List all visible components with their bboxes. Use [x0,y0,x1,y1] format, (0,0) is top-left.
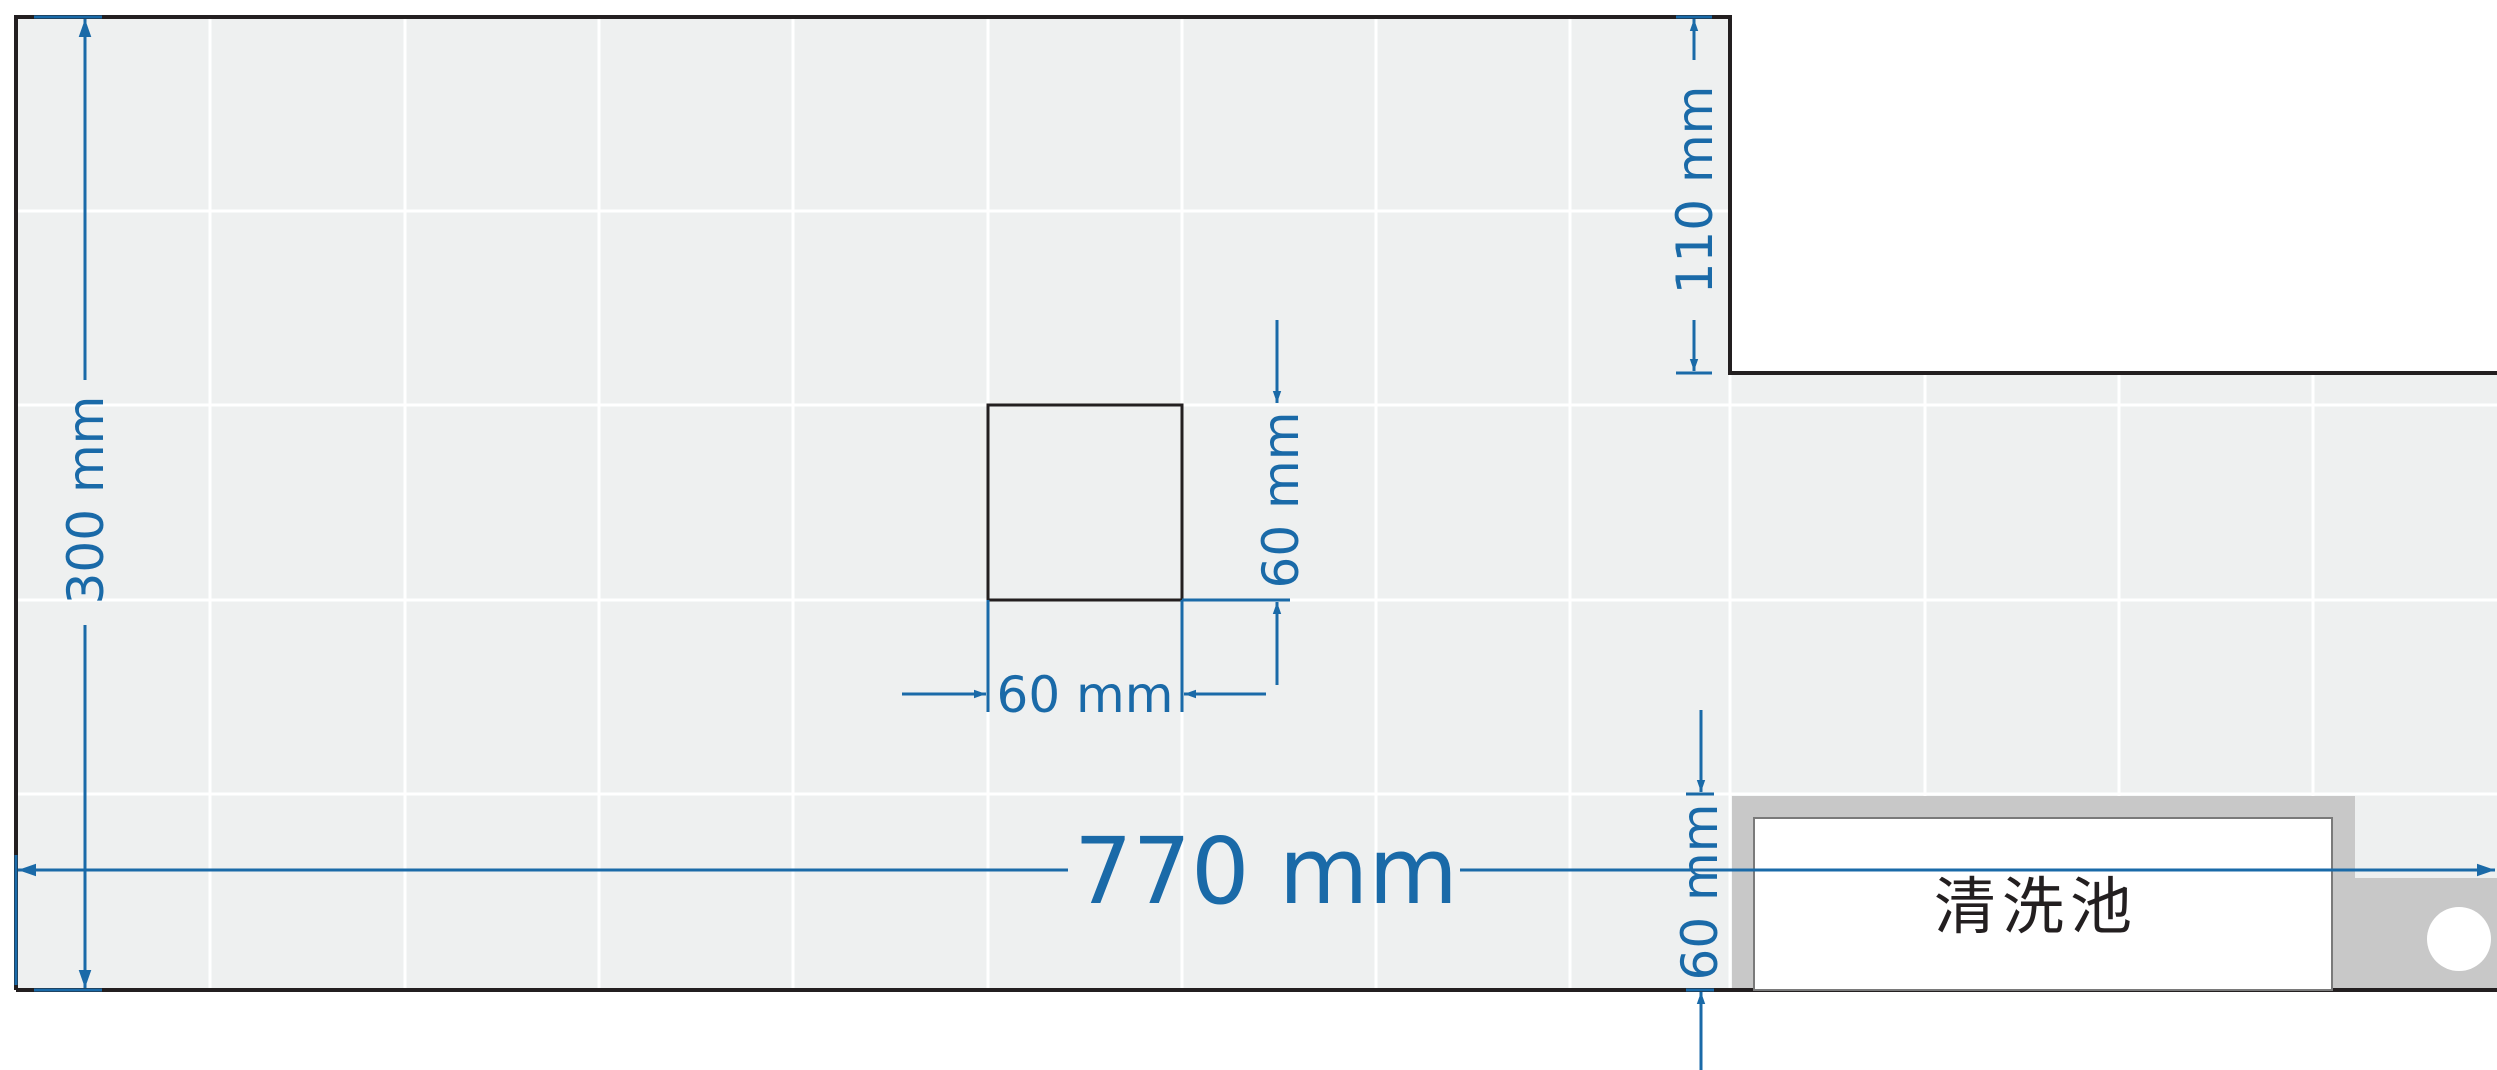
dimension-total-width [14,855,2495,985]
dimension-label-tile-width: 60 mm [997,666,1174,724]
dimension-label-wall-offset: 110 mm [1666,86,1724,295]
dimension-total-height [34,15,102,992]
dimension-tile-width [902,600,1266,712]
dimension-label-total-width: 770 mm [1074,818,1458,925]
dimension-wall-offset [1676,15,1712,375]
sample-tile [986,403,1184,602]
circle-drain-icon [2427,907,2491,971]
dimension-label-tile-height: 60 mm [1252,412,1310,589]
sink: 清洗池 [1732,796,2497,991]
floor-area [16,17,2497,990]
dimension-sink-gap [1686,710,1714,1070]
dimension-label-sink-gap: 60 mm [1671,804,1729,981]
wall-outline [14,15,2497,990]
dimension-tile-height [1182,320,1290,685]
sink-label: 清洗池 [1934,870,2138,943]
dimension-label-total-height: 300 mm [57,396,115,605]
